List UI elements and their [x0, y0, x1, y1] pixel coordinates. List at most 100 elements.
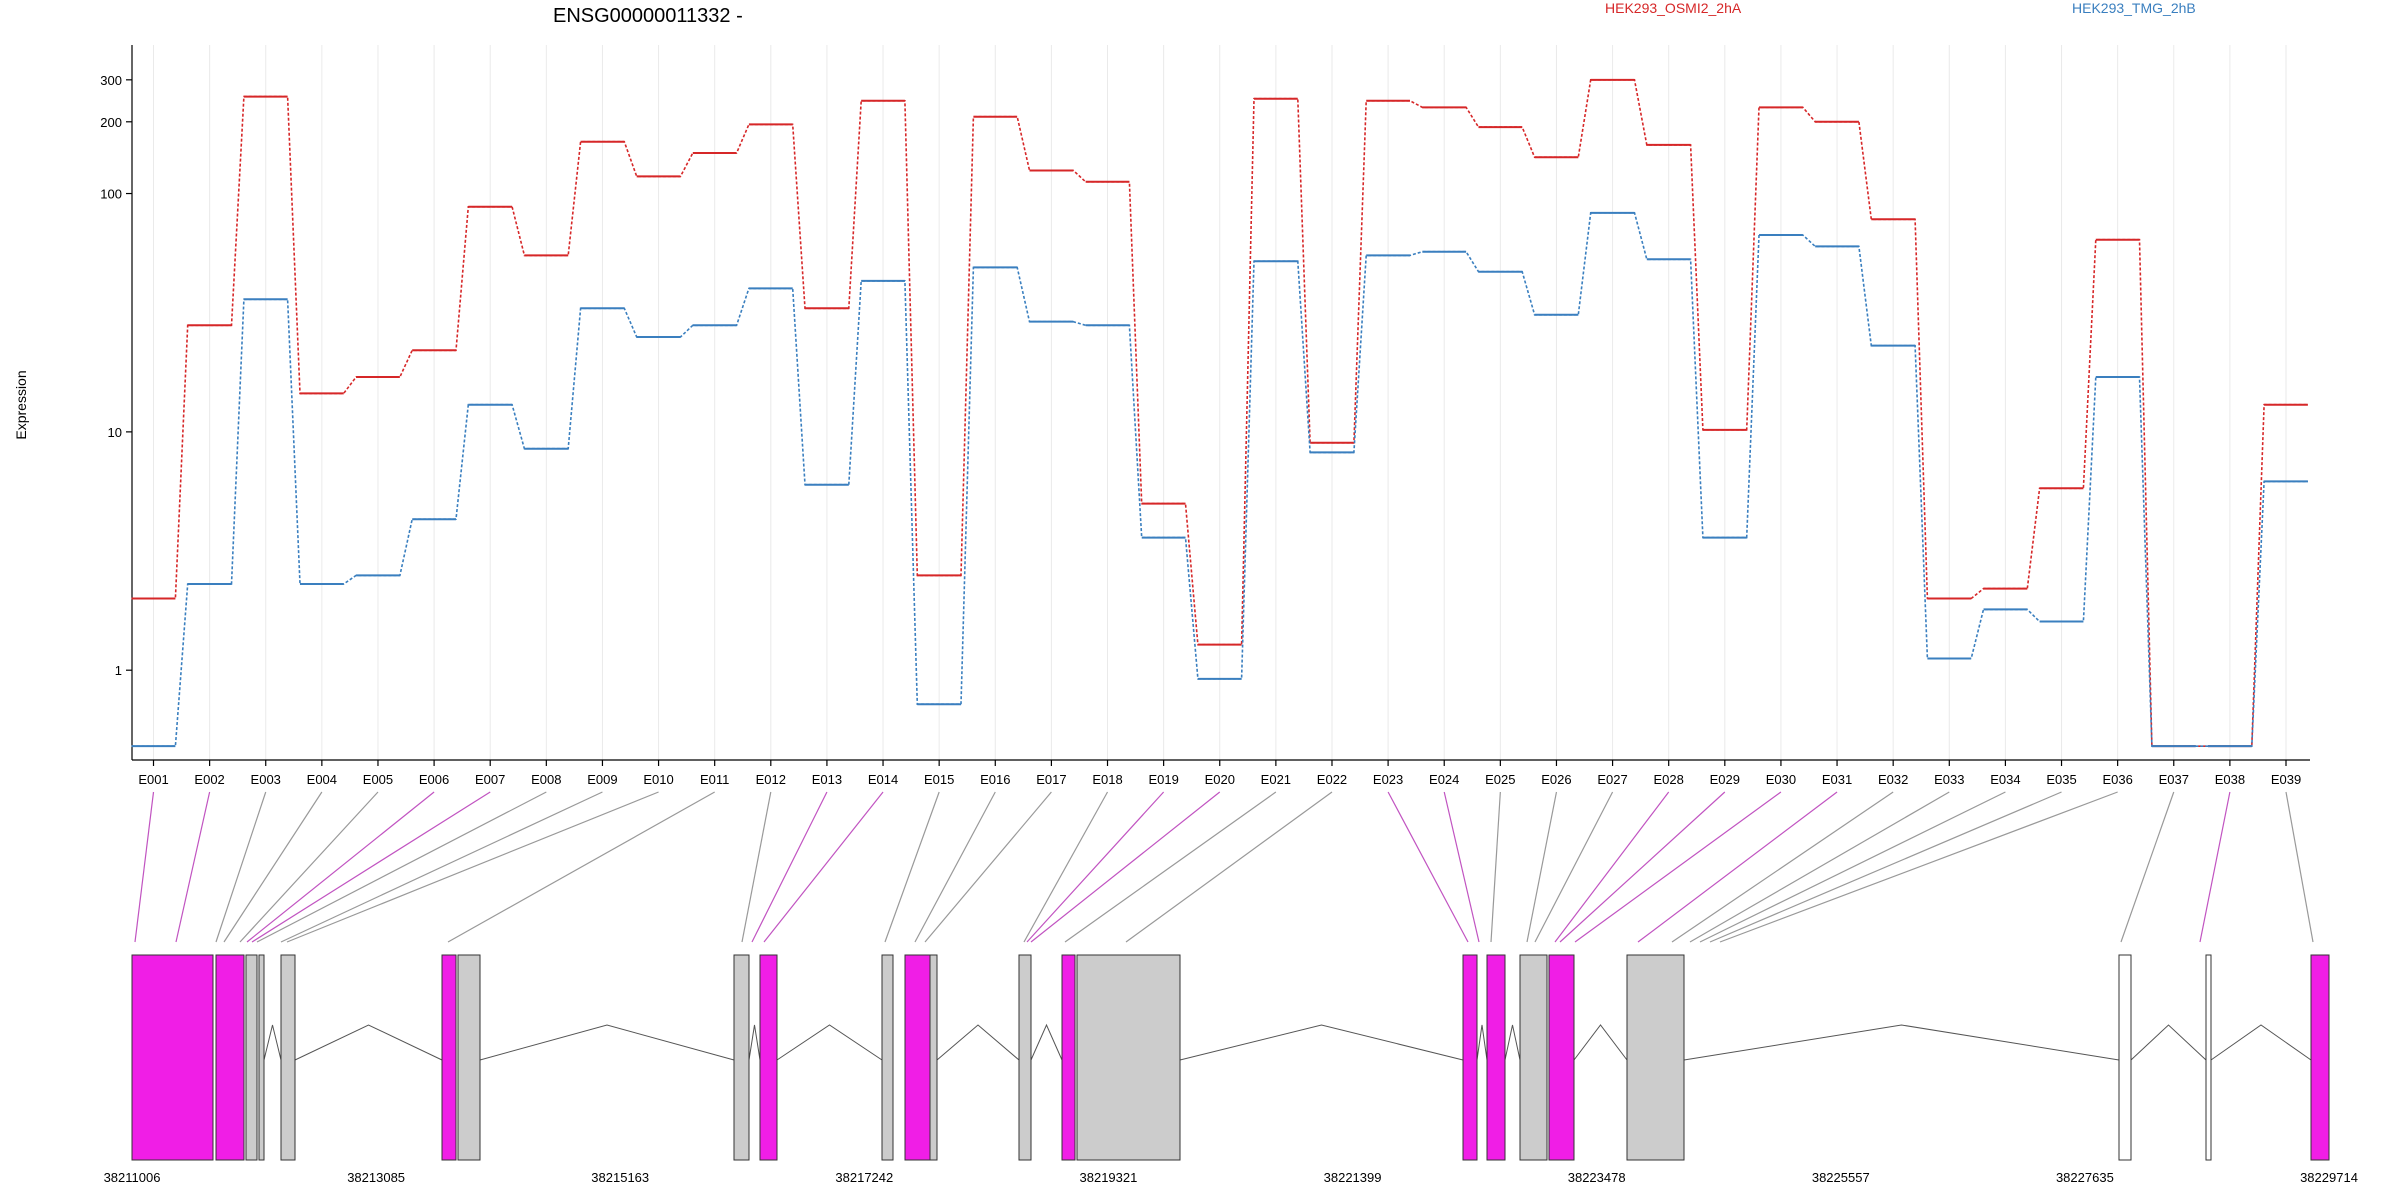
exon-box: [280, 954, 296, 1161]
x-tick-label-e021: E021: [1261, 772, 1291, 787]
exon-link-e006: [246, 791, 435, 943]
coordinate-label: 38223478: [1568, 1170, 1626, 1185]
exon-link-e002: [175, 791, 211, 943]
legend-entry-osmi2: HEK293_OSMI2_2hA: [1605, 0, 1742, 16]
exon-link-e020: [1030, 791, 1221, 943]
exon-box: [1626, 954, 1685, 1161]
x-tick-label-e007: E007: [475, 772, 505, 787]
x-tick-label-e037: E037: [2159, 772, 2189, 787]
x-tick-label-e018: E018: [1092, 772, 1122, 787]
exon-link-e034: [1699, 791, 2006, 943]
x-tick-label-e015: E015: [924, 772, 954, 787]
exon-link-e037: [2120, 791, 2175, 943]
intron-line: [294, 1024, 443, 1061]
coordinate-label: 38229714: [2300, 1170, 2358, 1185]
x-tick-label-e034: E034: [1990, 772, 2020, 787]
exon-box: [245, 954, 258, 1161]
intron-line: [1476, 1024, 1488, 1061]
vertical-gridlines: [153, 45, 2287, 760]
coordinate-label: 38227635: [2056, 1170, 2114, 1185]
exon-box: [1486, 954, 1506, 1161]
x-tick-label-e035: E035: [2046, 772, 2076, 787]
exon-link-e003: [215, 791, 267, 943]
exon-link-e018: [1023, 791, 1109, 943]
exon-link-e021: [1064, 791, 1277, 943]
intron-line: [2210, 1024, 2312, 1061]
exon-box: [1061, 954, 1076, 1161]
x-tick-label-e016: E016: [980, 772, 1010, 787]
exon-link-e014: [763, 791, 884, 943]
exon-link-e039: [2285, 791, 2314, 943]
exon-link-e025: [1490, 791, 1501, 943]
x-tick-label-e028: E028: [1654, 772, 1684, 787]
coordinate-label: 38215163: [591, 1170, 649, 1185]
intron-line: [1179, 1024, 1464, 1061]
coordinate-label: 38219321: [1080, 1170, 1138, 1185]
y-tick-label: 200: [100, 115, 122, 130]
x-tick-label-e033: E033: [1934, 772, 1964, 787]
gene-model: [131, 954, 2330, 1161]
exon-box: [759, 954, 778, 1161]
y-tick-label: 1: [115, 663, 122, 678]
intron-line: [2130, 1024, 2207, 1061]
exon-box: [881, 954, 894, 1161]
coordinate-label: 38213085: [347, 1170, 405, 1185]
x-tick-label-e004: E004: [307, 772, 337, 787]
exon-box: [441, 954, 457, 1161]
exon-link-e024: [1443, 791, 1480, 943]
exon-box: [1462, 954, 1478, 1161]
y-tick-label: 300: [100, 73, 122, 88]
exon-box: [1018, 954, 1032, 1161]
exon-link-e036: [1719, 791, 2118, 943]
exon-box: [1548, 954, 1575, 1161]
coordinate-label: 38221399: [1324, 1170, 1382, 1185]
x-tick-label-e038: E038: [2215, 772, 2245, 787]
exon-link-e004: [223, 791, 323, 943]
x-tick-label-e029: E029: [1710, 772, 1740, 787]
exon-link-e007: [251, 791, 491, 943]
exon-box: [2205, 954, 2212, 1161]
exon-box: [2118, 954, 2132, 1161]
exon-link-e030: [1574, 791, 1782, 943]
x-tick-label-e032: E032: [1878, 772, 1908, 787]
legend-entry-tmg: HEK293_TMG_2hB: [2072, 0, 2196, 16]
chart-title: ENSG00000011332 -: [553, 5, 743, 27]
exon-box: [258, 954, 265, 1161]
series-tmg: [131, 211, 2308, 748]
x-tick-label-e002: E002: [194, 772, 224, 787]
x-tick-label-e017: E017: [1036, 772, 1066, 787]
x-tick-label-e014: E014: [868, 772, 898, 787]
x-tick-label-e039: E039: [2271, 772, 2301, 787]
x-tick-label-e001: E001: [138, 772, 168, 787]
exon-box: [131, 954, 214, 1161]
exon-box: [733, 954, 750, 1161]
x-tick-label-e030: E030: [1766, 772, 1796, 787]
x-tick-label-e022: E022: [1317, 772, 1347, 787]
exon-link-e013: [751, 791, 828, 943]
expression-series: [131, 78, 2308, 748]
exon-link-e015: [884, 791, 940, 943]
exon-link-e019: [1026, 791, 1165, 943]
x-tick-label-e009: E009: [587, 772, 617, 787]
intron-line: [748, 1024, 761, 1061]
exon-link-e022: [1125, 791, 1333, 943]
x-tick-label-e006: E006: [419, 772, 449, 787]
x-tick-label-e003: E003: [251, 772, 281, 787]
x-tick-label-e036: E036: [2102, 772, 2132, 787]
coordinate-label: 38217242: [835, 1170, 893, 1185]
exon-link-e012: [741, 791, 772, 943]
exon-link-e005: [239, 791, 379, 943]
exon-link-e038: [2199, 791, 2231, 943]
x-tick-label-e024: E024: [1429, 772, 1459, 787]
exon-link-e023: [1387, 791, 1469, 943]
exon-link-lines: [134, 791, 2314, 943]
x-tick-label-e026: E026: [1541, 772, 1571, 787]
x-tick-label-e020: E020: [1205, 772, 1235, 787]
x-tick-label-e025: E025: [1485, 772, 1515, 787]
exon-box: [904, 954, 931, 1161]
exon-link-e029: [1559, 791, 1726, 943]
x-axis: E001 E002 E003 E004 E005 E006 E007 E008 E009 E010…: [132, 759, 2310, 787]
exon-link-e009: [280, 791, 603, 943]
coordinate-label: 38225557: [1812, 1170, 1870, 1185]
exon-link-e028: [1554, 791, 1670, 943]
